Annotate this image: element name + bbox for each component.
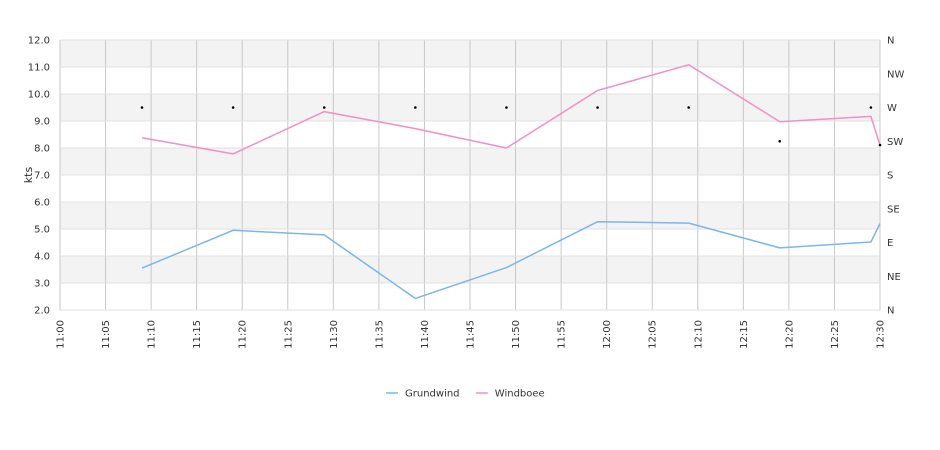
y-tick-label: 9.0: [34, 117, 50, 128]
series-line: [141, 220, 881, 300]
legend-label: Windboee: [495, 389, 545, 400]
direction-axis-label: W: [887, 103, 897, 114]
x-tick-label: 12:25: [830, 320, 841, 349]
y-tick-label: 11.0: [28, 63, 50, 74]
x-tick-label: 11:10: [147, 320, 158, 349]
x-tick-label: 11:00: [56, 320, 67, 349]
x-tick-label: 12:05: [648, 320, 659, 349]
direction-axis-label: NE: [887, 272, 901, 283]
direction-point: [778, 139, 782, 143]
y-axis-labels: 2.0 3.0 4.0 5.0 6.0 7.0 8.0 9.0 10.0 11.0 12.0: [28, 36, 50, 317]
direction-markers: [140, 106, 882, 147]
y-tick-label: 10.0: [28, 90, 50, 101]
direction-axis-label: N: [887, 306, 894, 317]
y-tick-label: 8.0: [34, 144, 50, 155]
direction-axis-label: N: [887, 36, 894, 47]
x-tick-label: 12:20: [784, 320, 795, 349]
legend-item[interactable]: Grundwind: [386, 389, 460, 400]
direction-point: [869, 106, 873, 109]
x-tick-label: 11:30: [329, 320, 340, 349]
y-tick-label: 2.0: [34, 306, 50, 317]
horizontal-gridlines: [60, 39, 880, 311]
series-lines: [141, 64, 881, 300]
y-axis-title: kts: [22, 167, 35, 184]
direction-axis-label: NW: [887, 69, 904, 80]
y-tick-label: 12.0: [28, 36, 50, 47]
x-tick-label: 11:35: [374, 320, 385, 349]
direction-point: [505, 106, 508, 109]
x-tick-label: 11:50: [511, 320, 522, 349]
x-tick-label: 11:45: [466, 320, 477, 349]
x-tick-label: 11:25: [283, 320, 294, 349]
x-tick-label: 11:55: [557, 320, 568, 349]
series-line: [141, 64, 881, 155]
x-tick-label: 12:10: [693, 320, 704, 349]
legend-item[interactable]: Windboee: [475, 389, 545, 400]
x-tick-label: 12:00: [602, 320, 613, 349]
direction-point: [596, 106, 599, 109]
x-axis-labels: 11:00 11:05 11:10 11:15 11:20 11:25 11:30 11:35…: [56, 320, 887, 349]
y-tick-label: 7.0: [34, 171, 50, 182]
x-tick-label: 11:15: [192, 320, 203, 349]
direction-point: [322, 106, 326, 109]
direction-axis-label: SW: [887, 137, 903, 148]
direction-axis-label: E: [887, 238, 893, 249]
right-axis-labels: N NE E SE S SW W NW N: [887, 36, 904, 317]
direction-point: [140, 106, 144, 109]
direction-point: [687, 106, 690, 109]
direction-point: [414, 106, 417, 109]
y-tick-label: 3.0: [34, 279, 50, 290]
x-tick-label: 11:20: [238, 320, 249, 349]
y-tick-label: 4.0: [34, 252, 50, 263]
x-tick-label: 12:15: [739, 320, 750, 349]
y-tick-label: 6.0: [34, 198, 50, 209]
x-tick-label: 12:30: [876, 320, 887, 349]
legend[interactable]: Grundwind Windboee: [386, 389, 545, 400]
direction-axis-label: SE: [887, 204, 900, 215]
x-tick-label: 11:05: [101, 320, 112, 349]
direction-point: [231, 106, 235, 109]
legend-label: Grundwind: [405, 389, 460, 400]
direction-point: [878, 143, 882, 147]
direction-axis-label: S: [887, 171, 893, 182]
x-tick-label: 11:40: [420, 320, 431, 349]
y-tick-label: 5.0: [34, 225, 50, 236]
